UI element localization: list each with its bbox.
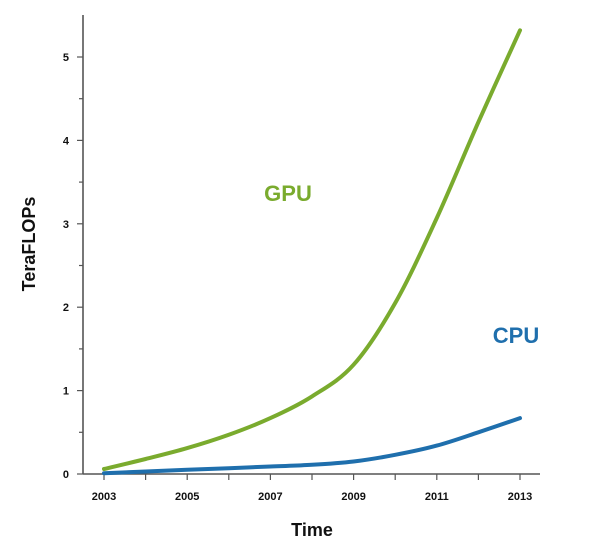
- series-labels: GPU CPU: [264, 181, 539, 348]
- x-tick-label: 2011: [425, 491, 449, 503]
- y-axis-label: TeraFLOPs: [19, 197, 39, 292]
- axes: [82, 15, 540, 475]
- x-axis-label: Time: [291, 520, 333, 540]
- y-axis-ticks: 0 1 2 3 4 5: [63, 52, 83, 481]
- x-tick-label: 2003: [92, 491, 116, 503]
- series-label-cpu: CPU: [493, 323, 539, 348]
- y-tick-label: 0: [63, 469, 69, 481]
- x-tick-label: 2005: [175, 491, 199, 503]
- x-tick-label: 2013: [508, 491, 532, 503]
- y-tick-label: 1: [63, 386, 69, 398]
- x-tick-label: 2009: [341, 491, 365, 503]
- y-tick-label: 5: [63, 52, 69, 64]
- series-line-gpu: [102, 28, 522, 471]
- series-lines: [102, 28, 522, 476]
- series-label-gpu: GPU: [264, 181, 312, 206]
- series-line-cpu: [102, 416, 522, 476]
- y-tick-label: 2: [63, 302, 69, 314]
- x-axis-ticks: 2003 2005 2007 2009 2011 2013: [92, 474, 532, 503]
- y-tick-label: 3: [63, 219, 69, 231]
- x-tick-label: 2007: [258, 491, 282, 503]
- y-tick-label: 4: [63, 135, 70, 147]
